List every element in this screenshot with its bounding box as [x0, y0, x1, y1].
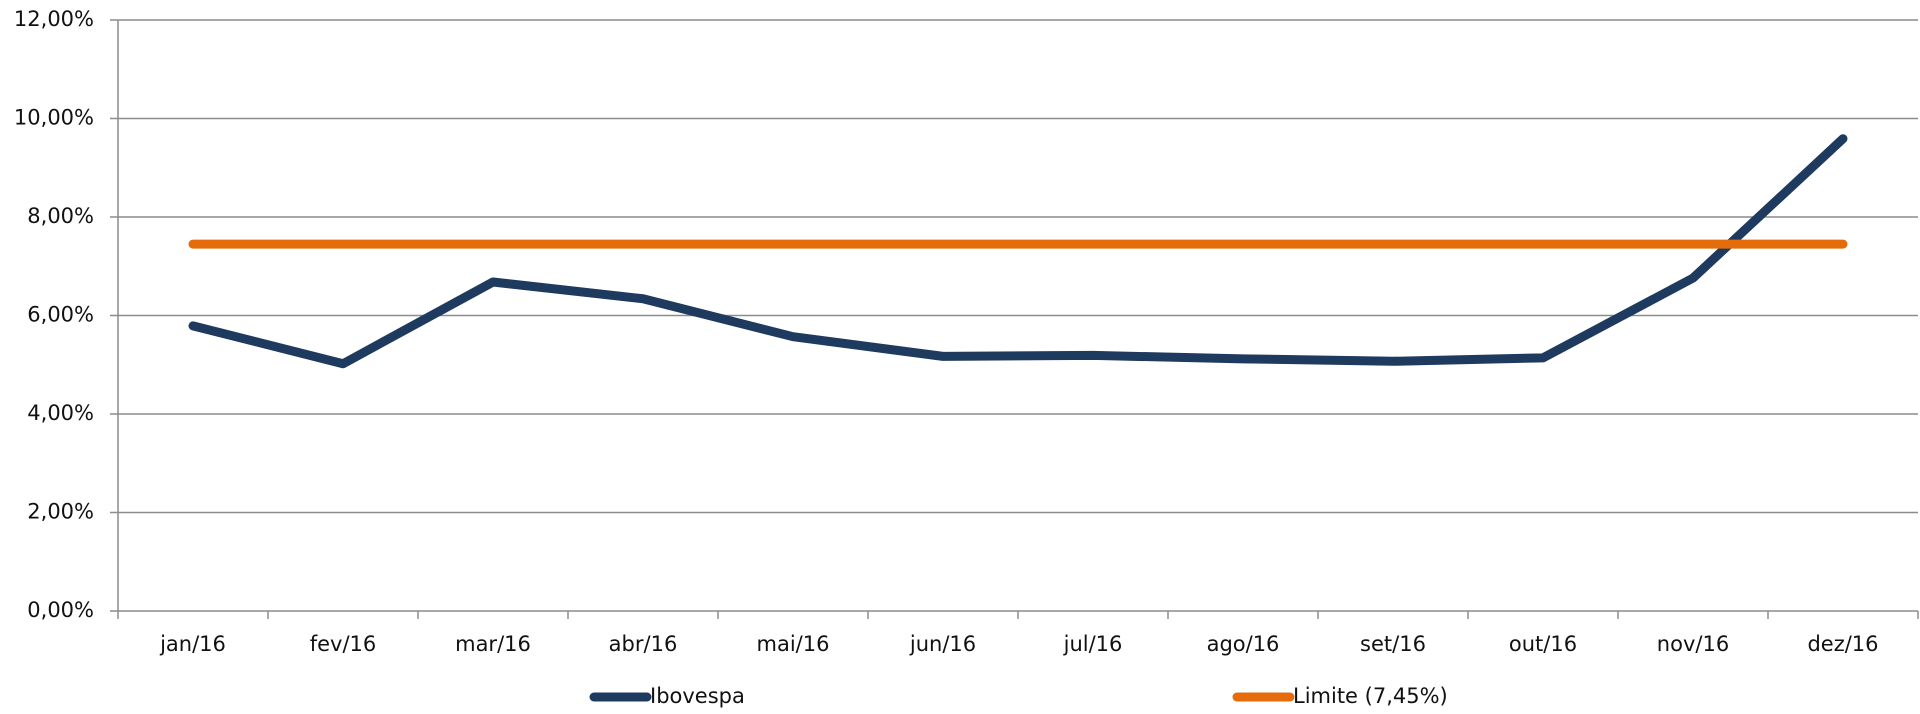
legend-label: Ibovespa	[650, 684, 745, 708]
x-tick-label: mar/16	[455, 632, 531, 656]
x-tick-label: nov/16	[1657, 632, 1729, 656]
x-tick-label: jun/16	[909, 632, 976, 656]
x-tick-label: out/16	[1509, 632, 1577, 656]
x-tick-label: jul/16	[1063, 632, 1123, 656]
y-tick-label: 12,00%	[14, 7, 94, 31]
x-tick-label: jan/16	[159, 632, 226, 656]
legend-label: Limite (7,45%)	[1293, 684, 1448, 708]
y-tick-label: 4,00%	[27, 401, 94, 425]
y-tick-label: 10,00%	[14, 106, 94, 130]
x-tick-label: dez/16	[1807, 632, 1878, 656]
y-tick-label: 2,00%	[27, 500, 94, 524]
x-tick-label: ago/16	[1207, 632, 1280, 656]
y-tick-label: 0,00%	[27, 598, 94, 622]
y-tick-label: 6,00%	[27, 303, 94, 327]
series-line	[188, 134, 1848, 369]
x-tick-label: set/16	[1360, 632, 1426, 656]
x-tick-label: fev/16	[310, 632, 377, 656]
x-tick-label: abr/16	[609, 632, 678, 656]
y-tick-label: 8,00%	[27, 204, 94, 228]
x-tick-label: mai/16	[757, 632, 830, 656]
